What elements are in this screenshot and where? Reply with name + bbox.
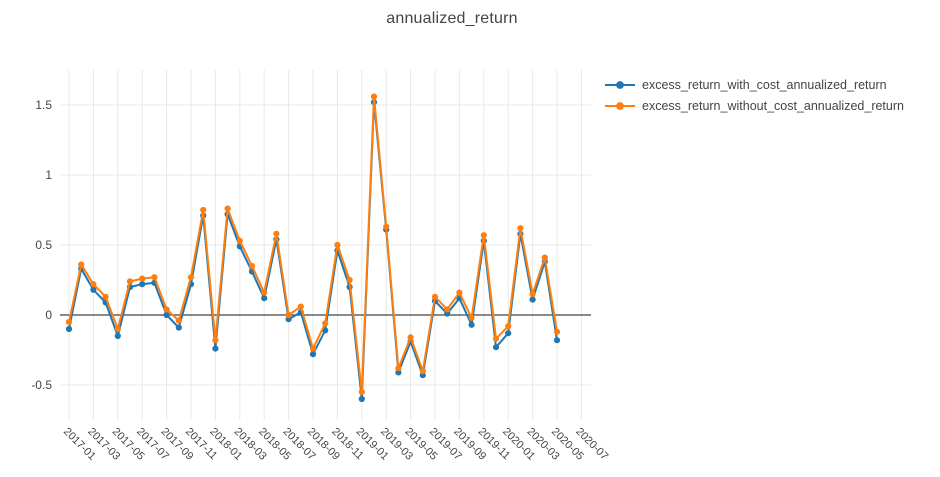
y-tick-label: 0.5 [35,238,52,252]
y-tick-label: 1.5 [35,98,52,112]
legend-line-dot-marker [605,102,635,110]
data-point-marker[interactable] [492,344,500,351]
data-point-marker[interactable] [492,335,500,342]
legend: excess_return_with_cost_annualized_retur… [604,78,904,113]
data-point-marker[interactable] [468,321,475,328]
data-point-marker[interactable] [297,303,304,310]
data-point-marker[interactable] [553,328,561,335]
data-point-marker[interactable] [309,345,317,352]
data-point-marker[interactable] [505,330,512,337]
data-point-marker[interactable] [187,274,195,281]
data-point-marker[interactable] [529,296,536,303]
data-point-marker[interactable] [126,278,134,285]
data-point-marker[interactable] [163,306,170,313]
data-point-marker[interactable] [370,93,378,100]
data-point-marker[interactable] [553,337,561,344]
data-point-marker[interactable] [163,311,170,319]
legend-label-with-cost: excess_return_with_cost_annualized_retur… [642,78,887,92]
data-point-marker[interactable] [78,261,85,268]
data-point-marker[interactable] [395,365,402,372]
data-point-marker[interactable] [212,345,219,352]
data-point-marker[interactable] [346,276,353,284]
data-point-marker[interactable] [468,314,475,321]
data-point-marker[interactable] [309,351,317,358]
data-point-marker[interactable] [529,290,536,298]
data-point-marker[interactable] [456,289,463,296]
data-point-marker[interactable] [334,241,341,249]
data-point-marker[interactable] [407,334,414,341]
data-point-marker[interactable] [175,324,182,331]
data-point-marker[interactable] [444,306,451,313]
data-point-marker[interactable] [139,275,146,282]
data-point-marker[interactable] [90,286,97,293]
chart-title: annualized_return [386,10,518,27]
data-point-marker[interactable] [236,237,243,244]
data-point-marker[interactable] [261,295,268,302]
legend-line-dot-marker [605,81,635,89]
data-point-marker[interactable] [65,325,73,333]
data-point-marker[interactable] [358,388,365,396]
data-point-marker[interactable] [65,318,73,326]
data-point-marker[interactable] [200,206,207,214]
data-point-marker[interactable] [102,293,109,300]
data-point-marker[interactable] [383,223,390,230]
y-tick-label: 0 [45,308,52,322]
data-point-marker[interactable] [358,395,365,403]
data-point-marker[interactable] [139,281,146,288]
data-point-marker[interactable] [224,205,231,212]
legend-label-without-cost: excess_return_without_cost_annualized_re… [642,99,904,113]
data-point-marker[interactable] [261,289,268,296]
data-point-marker[interactable] [505,323,512,330]
data-point-marker[interactable] [322,320,329,327]
data-point-marker[interactable] [151,274,158,281]
data-point-marker[interactable] [212,337,219,344]
data-point-marker[interactable] [285,311,292,319]
legend-item-with-cost[interactable]: excess_return_with_cost_annualized_retur… [604,78,904,92]
y-tick-label: 1 [45,168,52,182]
data-point-marker[interactable] [517,225,524,232]
data-point-marker[interactable] [114,332,121,340]
data-point-marker[interactable] [114,325,121,333]
data-point-marker[interactable] [419,367,426,375]
data-point-marker[interactable] [273,230,280,237]
data-point-marker[interactable] [90,281,97,288]
data-point-marker[interactable] [248,262,256,270]
legend-item-without-cost[interactable]: excess_return_without_cost_annualized_re… [604,99,904,113]
data-point-marker[interactable] [541,254,548,261]
y-tick-label: -0.5 [31,378,52,392]
data-point-marker[interactable] [175,317,182,324]
data-point-marker[interactable] [431,293,439,300]
data-point-marker[interactable] [480,232,487,239]
